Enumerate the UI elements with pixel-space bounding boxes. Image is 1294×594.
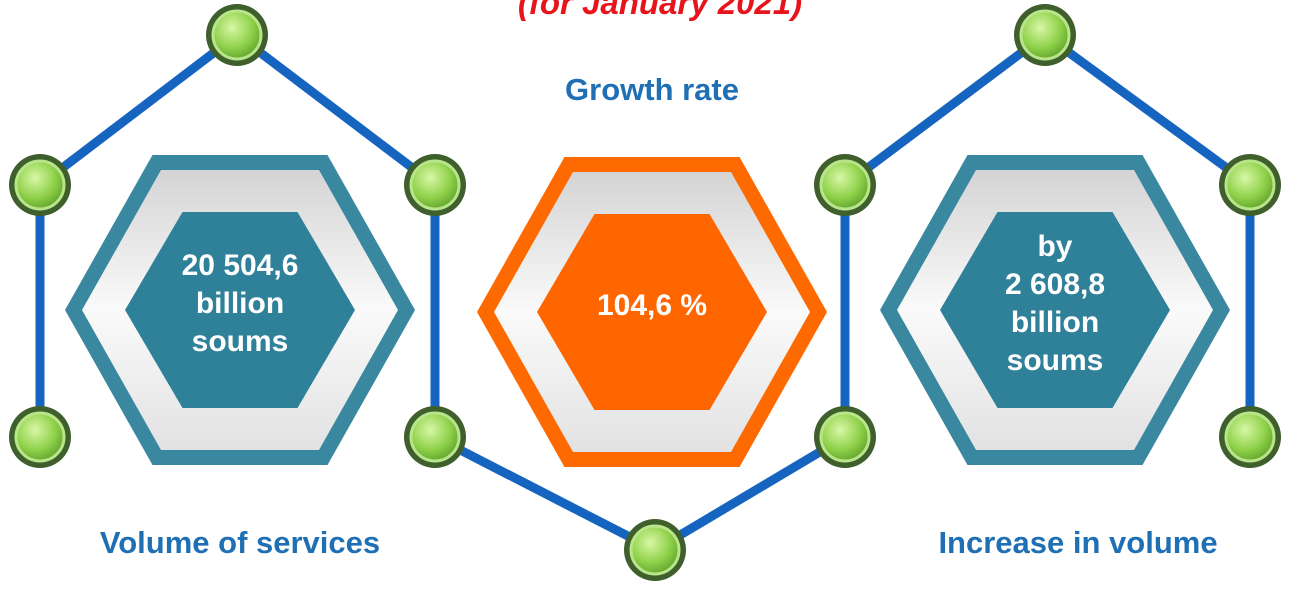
node: [1224, 411, 1276, 463]
item-value: 104,6 %: [597, 289, 707, 322]
item-value: billion: [196, 287, 284, 320]
item-value: billion: [1011, 306, 1099, 339]
item-label: Increase in volume: [938, 525, 1217, 560]
nodes: [9, 4, 1281, 581]
item-label: Volume of services: [100, 525, 380, 560]
node: [14, 159, 66, 211]
node: [211, 9, 263, 61]
node: [629, 524, 681, 576]
node: [409, 159, 461, 211]
hexagons: 20 504,6 billion soums 104,6 % by 2 608,8 bill…: [65, 155, 1230, 467]
item-value: by: [1037, 230, 1072, 263]
node: [819, 411, 871, 463]
item-value: soums: [192, 325, 289, 358]
node: [14, 411, 66, 463]
item-value: soums: [1007, 344, 1104, 377]
item-value: 2 608,8: [1005, 268, 1105, 301]
item-label: Growth rate: [565, 72, 739, 107]
node: [819, 159, 871, 211]
hexagon-core: [125, 212, 355, 408]
item-value: 20 504,6: [182, 249, 299, 282]
hexagon-core: [537, 214, 767, 410]
node: [1019, 9, 1071, 61]
node: [409, 411, 461, 463]
node: [1224, 159, 1276, 211]
hexagon-core: [940, 212, 1170, 408]
subtitle: (for January 2021): [518, 0, 802, 21]
